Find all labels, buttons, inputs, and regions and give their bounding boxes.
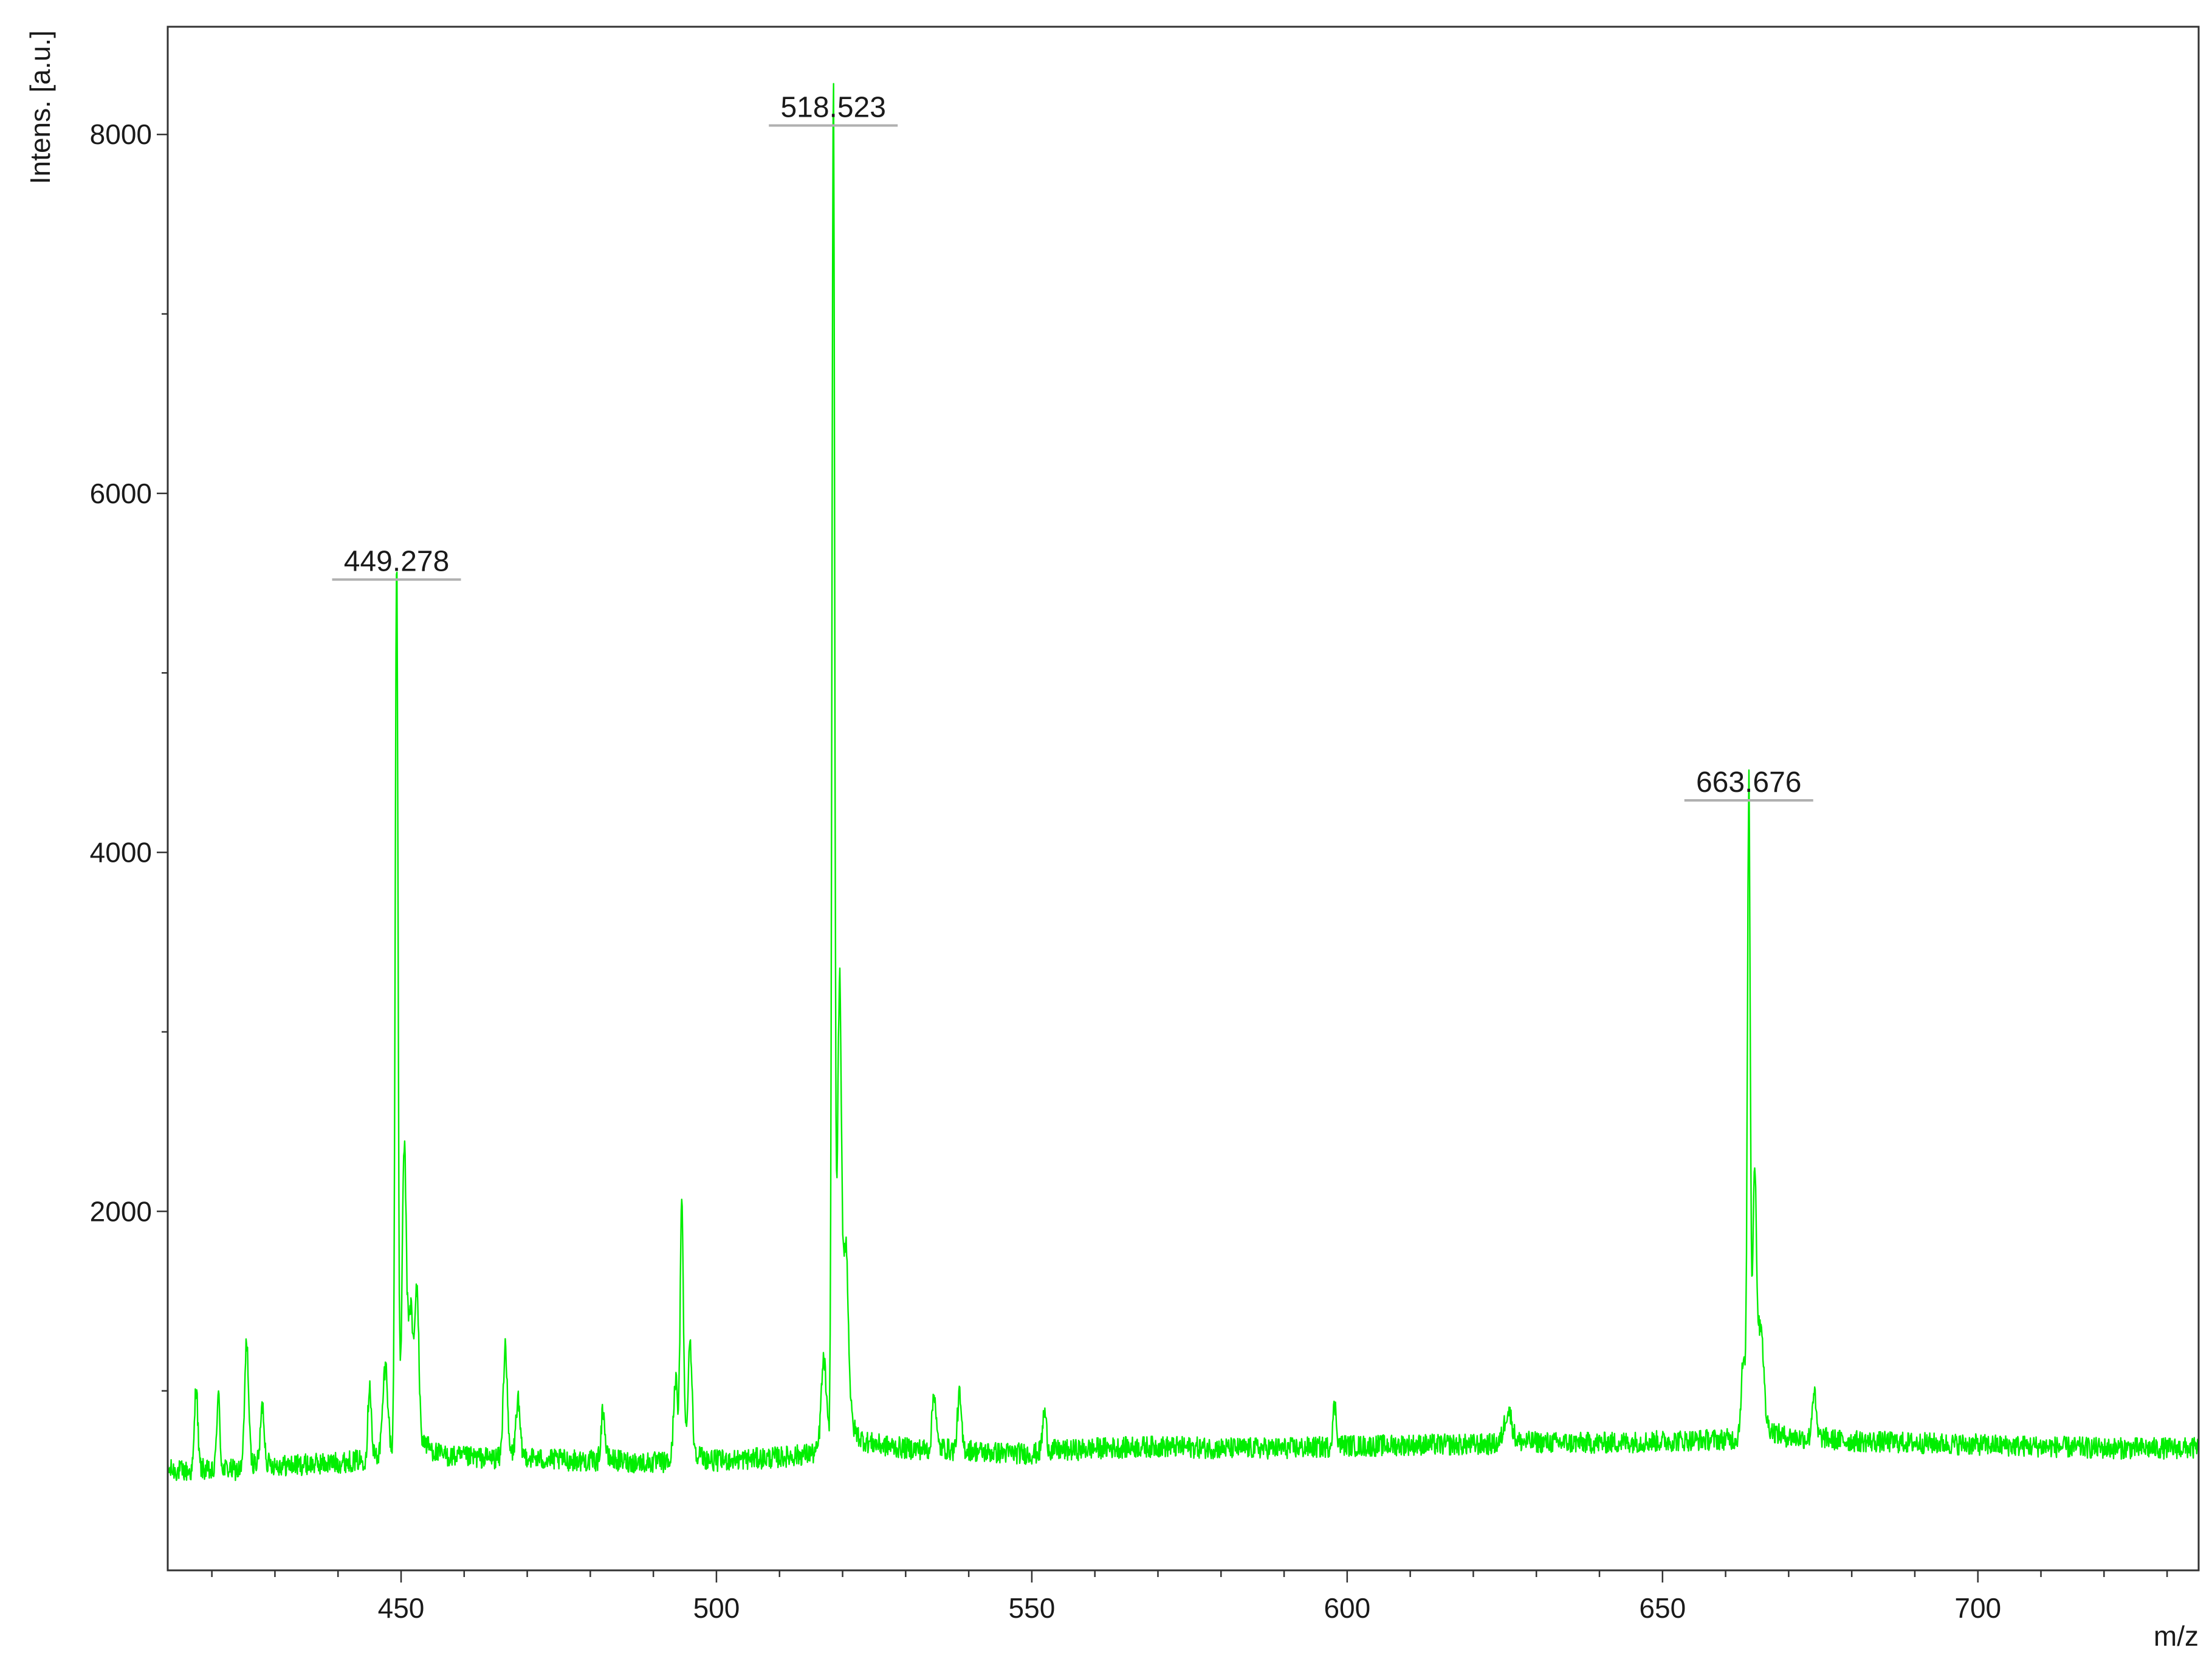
x-tick-label: 550 [1009,1592,1056,1624]
spectrum-line [167,83,2200,1482]
x-tick-label: 700 [1954,1592,2001,1624]
x-tick-label: 650 [1639,1592,1686,1624]
x-axis-ticks: 450 500 550 600 650 700 [211,1570,2168,1624]
plot-frame [167,26,2200,1572]
y-tick-label: 4000 [90,837,152,868]
x-tick-label: 600 [1324,1592,1370,1624]
y-axis-ticks: 2000 4000 6000 8000 [90,119,168,1392]
y-tick-label: 8000 [90,119,152,150]
x-tick-label: 450 [378,1592,425,1624]
peak-label: 518.523 [780,91,886,123]
y-tick-label: 2000 [90,1195,152,1227]
peak-label: 663.676 [1696,766,1802,799]
y-tick-label: 6000 [90,478,152,509]
peak-labels: 449.278 518.523 663.676 [332,91,1813,802]
x-tick-label: 500 [693,1592,740,1624]
x-axis-label: m/z [2154,1620,2199,1652]
peak-label: 449.278 [344,546,450,578]
y-axis-label: Intens. [a.u.] [24,30,56,184]
